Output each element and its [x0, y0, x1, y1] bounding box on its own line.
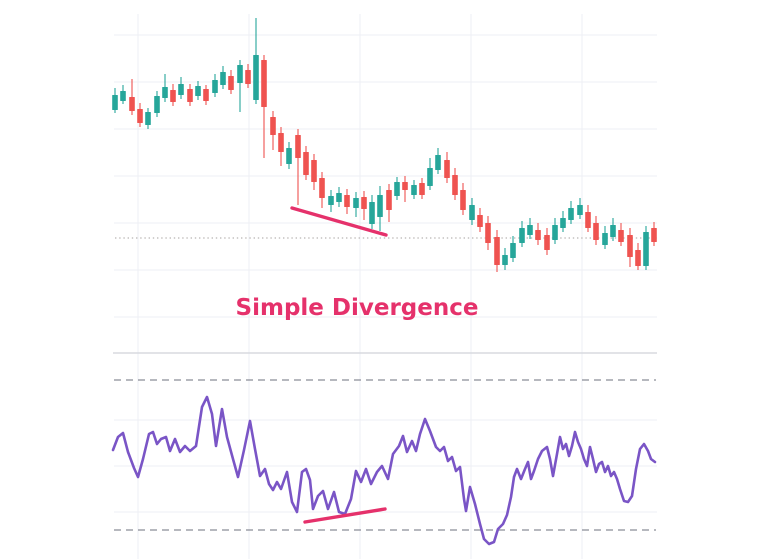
candle-body	[593, 223, 599, 240]
candle-body	[469, 205, 475, 220]
candle-body	[560, 218, 566, 228]
oscillator-divergence-trendline[interactable]	[303, 507, 387, 524]
candle-body	[361, 197, 367, 209]
candle-body	[568, 208, 574, 220]
candle-body	[427, 168, 433, 186]
candle-body	[502, 255, 508, 265]
candle-body	[377, 195, 383, 217]
candle-body	[145, 112, 151, 125]
candle-body	[394, 182, 400, 196]
candle-body	[278, 133, 284, 152]
candle-body	[295, 135, 301, 158]
candle-body	[253, 55, 259, 100]
candle-body	[353, 198, 359, 208]
candle-body	[444, 160, 450, 178]
candle-body	[510, 243, 516, 258]
candle-body	[435, 155, 441, 170]
price-divergence-trendline[interactable]	[290, 206, 388, 237]
candle-body	[303, 152, 309, 175]
candle-body	[627, 235, 633, 257]
candle-body	[129, 97, 135, 111]
candle-body	[419, 183, 425, 195]
candle-body	[369, 202, 375, 224]
candle-body	[328, 196, 334, 205]
candle-body	[270, 117, 276, 135]
candle-body	[120, 91, 126, 101]
candle-body	[178, 84, 184, 95]
candle-body	[527, 225, 533, 235]
candle-body	[187, 89, 193, 102]
candle-body	[286, 148, 292, 164]
candle-body	[245, 70, 251, 84]
candle-body	[618, 230, 624, 242]
candle-body	[535, 230, 541, 240]
candle-body	[212, 80, 218, 93]
candle-body	[519, 228, 525, 243]
candle-body	[261, 60, 267, 107]
candle-body	[195, 86, 201, 96]
candle-body	[154, 96, 160, 113]
candle-body	[203, 89, 209, 101]
divergence-annotation[interactable]: Simple Divergence	[235, 295, 479, 321]
candle-body	[477, 215, 483, 227]
candle-body	[228, 76, 234, 90]
candle-body	[112, 95, 118, 110]
candle-body	[237, 65, 243, 83]
candle-body	[402, 182, 408, 190]
candle-body	[585, 212, 591, 228]
oscillator-line	[111, 395, 657, 546]
candle-body	[544, 235, 550, 250]
candle-body	[170, 90, 176, 102]
candle-body	[452, 175, 458, 195]
candle-body	[220, 72, 226, 85]
candle-body	[344, 195, 350, 207]
candle-body	[137, 109, 143, 123]
candle-body	[494, 237, 500, 265]
candle-body	[336, 193, 342, 202]
candle-body	[485, 223, 491, 243]
candle-body	[651, 228, 657, 242]
candle-body	[635, 250, 641, 266]
candle-body	[411, 185, 417, 195]
candle-body	[319, 178, 325, 198]
candle-body	[386, 190, 392, 210]
candle-body	[460, 190, 466, 210]
candle-body	[610, 225, 616, 237]
candle-body	[311, 160, 317, 182]
candle-body	[643, 232, 649, 266]
candle-body	[552, 225, 558, 240]
candle-body	[577, 205, 583, 215]
candle-body	[602, 233, 608, 245]
candle-body	[162, 87, 168, 98]
